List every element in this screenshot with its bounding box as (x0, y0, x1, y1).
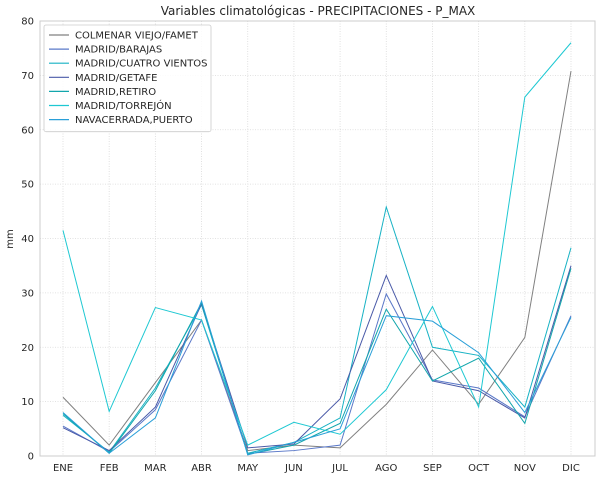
y-tick-label: 80 (21, 17, 34, 28)
legend-label: MADRID/BARAJAS (75, 45, 162, 56)
x-tick-label: MAY (237, 463, 259, 474)
series-line-6 (62, 42, 572, 446)
legend-box (43, 24, 212, 133)
legend-label: MADRID,RETIRO (75, 87, 156, 98)
x-axis: ENE FEB MAR ABR MAY JUN JUL AGO SEP OCT NOV DIC (53, 463, 580, 474)
legend-label: COLMENAR VIEJO/FAMET (75, 31, 199, 42)
legend-label: MADRID/TORREJÓN (75, 99, 172, 112)
y-tick-label: 30 (21, 288, 34, 299)
x-tick-label: DIC (562, 463, 580, 474)
y-axis-label: mm (5, 229, 16, 248)
x-tick-label: ENE (53, 463, 73, 474)
x-tick-label: OCT (468, 463, 490, 474)
x-tick-label: ABR (191, 463, 212, 474)
series-layer (62, 42, 572, 456)
x-tick-label: SEP (423, 463, 442, 474)
series-line-2 (62, 292, 572, 454)
chart-title: Variables climatológicas - PRECIPITACION… (161, 4, 476, 18)
x-tick-label: JUL (331, 463, 348, 474)
plot-frame (39, 20, 596, 457)
y-tick-label: 10 (21, 397, 34, 408)
series-line-4 (62, 265, 572, 452)
x-tick-label: JUN (284, 463, 303, 474)
y-tick-label: 70 (21, 71, 34, 82)
series-line-3 (62, 205, 572, 454)
x-tick-label: NOV (514, 463, 536, 474)
y-tick-label: 40 (21, 234, 34, 245)
legend-label: MADRID/GETAFE (75, 73, 157, 84)
series-line-7 (62, 299, 572, 456)
y-tick-label: 50 (21, 180, 34, 191)
y-tick-label: 20 (21, 343, 34, 354)
x-tick-label: FEB (100, 463, 119, 474)
y-axis: 0 10 20 30 40 50 60 70 80 (21, 17, 34, 463)
y-tick-label: 60 (21, 125, 34, 136)
legend-label: MADRID/CUATRO VIENTOS (75, 59, 208, 70)
series-line-5 (62, 268, 572, 455)
legend: COLMENAR VIEJO/FAMET MADRID/BARAJAS MADRID… (43, 24, 212, 133)
legend-label: NAVACERRADA,PUERTO (75, 115, 193, 126)
x-tick-label: AGO (375, 463, 397, 474)
y-tick-label: 0 (28, 452, 34, 463)
x-tick-label: MAR (144, 463, 166, 474)
